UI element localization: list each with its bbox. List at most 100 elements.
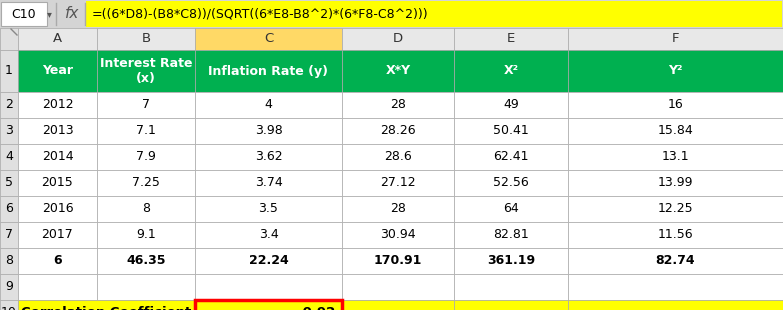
Text: 7.25: 7.25 <box>132 176 160 189</box>
Text: 7: 7 <box>5 228 13 241</box>
Bar <box>97 248 195 274</box>
Text: =((6*D8)-(B8*C8))/(SQRT((6*E8-B8^2)*(6*F8-C8^2))): =((6*D8)-(B8*C8))/(SQRT((6*E8-B8^2)*(6*F… <box>92 7 428 20</box>
Bar <box>568 50 783 92</box>
Text: ▾: ▾ <box>46 9 52 19</box>
Text: 8: 8 <box>5 255 13 268</box>
Bar <box>18 170 97 196</box>
Bar <box>18 92 97 118</box>
Bar <box>568 92 783 118</box>
Text: E: E <box>507 33 515 46</box>
Text: 170.91: 170.91 <box>373 255 422 268</box>
Bar <box>0 248 18 274</box>
Bar <box>568 144 783 170</box>
Bar <box>342 50 454 92</box>
Text: 3.98: 3.98 <box>254 125 283 138</box>
Bar <box>0 170 18 196</box>
Bar <box>18 144 97 170</box>
Text: 7: 7 <box>142 99 150 112</box>
Bar <box>454 222 568 248</box>
Text: 82.74: 82.74 <box>655 255 695 268</box>
Bar <box>568 222 783 248</box>
Text: -0.92: -0.92 <box>298 307 336 310</box>
Text: 4: 4 <box>5 150 13 163</box>
Text: 9.1: 9.1 <box>136 228 156 241</box>
Text: 28: 28 <box>390 99 406 112</box>
Text: B: B <box>142 33 150 46</box>
Text: 7.9: 7.9 <box>136 150 156 163</box>
Bar <box>454 28 568 50</box>
Text: 2: 2 <box>5 99 13 112</box>
Text: 1: 1 <box>5 64 13 78</box>
Text: 3.5: 3.5 <box>258 202 279 215</box>
Text: 22.24: 22.24 <box>249 255 288 268</box>
Bar <box>454 196 568 222</box>
Text: 2015: 2015 <box>41 176 74 189</box>
Bar <box>0 28 18 50</box>
Bar <box>195 274 342 300</box>
Bar <box>97 118 195 144</box>
Text: Interest Rate
(x): Interest Rate (x) <box>99 57 193 85</box>
Text: 82.81: 82.81 <box>493 228 529 241</box>
Text: F: F <box>672 33 679 46</box>
Text: 64: 64 <box>503 202 519 215</box>
Bar <box>568 196 783 222</box>
Bar <box>18 28 97 50</box>
Bar <box>195 196 342 222</box>
Bar <box>342 144 454 170</box>
Text: 49: 49 <box>503 99 519 112</box>
Bar <box>342 170 454 196</box>
Bar <box>195 50 342 92</box>
Bar <box>18 248 97 274</box>
Bar <box>568 118 783 144</box>
Bar <box>0 274 18 300</box>
Text: 3.62: 3.62 <box>254 150 283 163</box>
Bar <box>97 28 195 50</box>
Text: C10: C10 <box>12 7 36 20</box>
Text: 52.56: 52.56 <box>493 176 529 189</box>
Bar <box>18 274 97 300</box>
Bar <box>0 92 18 118</box>
Bar <box>195 92 342 118</box>
Text: 28: 28 <box>390 202 406 215</box>
Bar <box>0 0 783 28</box>
Text: 2014: 2014 <box>41 150 74 163</box>
Bar <box>342 118 454 144</box>
Bar <box>0 196 18 222</box>
Text: 2013: 2013 <box>41 125 74 138</box>
Text: 2012: 2012 <box>41 99 74 112</box>
Bar <box>342 222 454 248</box>
Bar <box>454 300 568 310</box>
Bar <box>97 196 195 222</box>
Bar <box>0 222 18 248</box>
Bar <box>18 300 195 310</box>
Text: 2016: 2016 <box>41 202 74 215</box>
Bar <box>454 144 568 170</box>
Text: 6: 6 <box>53 255 62 268</box>
Text: C: C <box>264 33 273 46</box>
Bar <box>454 274 568 300</box>
Bar <box>0 118 18 144</box>
Bar <box>568 248 783 274</box>
Bar <box>195 222 342 248</box>
Bar <box>342 274 454 300</box>
Bar <box>195 248 342 274</box>
Text: A: A <box>53 33 62 46</box>
Text: 5: 5 <box>5 176 13 189</box>
Text: 15.84: 15.84 <box>658 125 694 138</box>
Bar <box>18 222 97 248</box>
Text: 28.26: 28.26 <box>381 125 416 138</box>
Bar <box>97 92 195 118</box>
Bar <box>568 274 783 300</box>
Bar <box>342 248 454 274</box>
Bar <box>0 144 18 170</box>
Text: 28.6: 28.6 <box>384 150 412 163</box>
Bar <box>342 300 454 310</box>
Text: D: D <box>393 33 403 46</box>
Bar <box>18 196 97 222</box>
Text: 10: 10 <box>1 307 17 310</box>
Bar <box>1 2 47 26</box>
Bar <box>568 170 783 196</box>
Text: 12.25: 12.25 <box>658 202 693 215</box>
Bar <box>195 28 342 50</box>
Bar <box>0 300 18 310</box>
